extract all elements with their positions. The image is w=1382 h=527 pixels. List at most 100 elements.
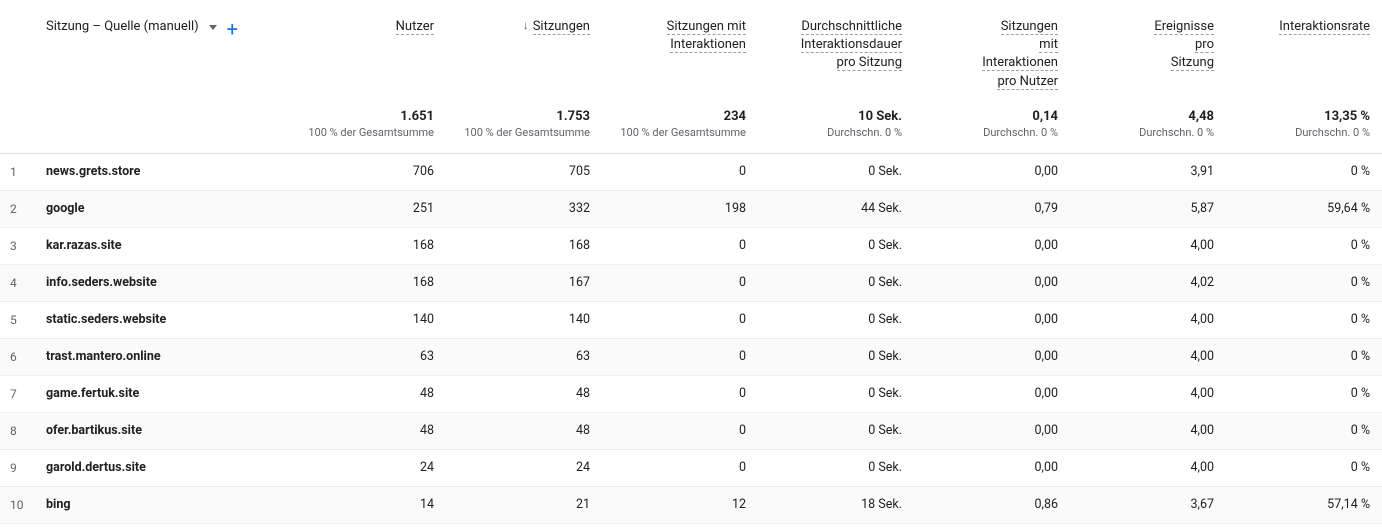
metric-header-word: Sitzungen [1001, 19, 1058, 35]
row-index: 7 [0, 375, 38, 412]
row-metric-eng_pu: 0,00 [914, 338, 1070, 375]
row-metric-users: 14 [290, 486, 446, 523]
row-metric-ev_ps: 4,00 [1070, 227, 1226, 264]
row-dimension-value[interactable]: info.seders.website [38, 264, 290, 301]
row-index: 10 [0, 486, 38, 523]
row-index: 8 [0, 412, 38, 449]
row-metric-users: 24 [290, 449, 446, 486]
row-metric-avg_dur: 0 Sek. [758, 227, 914, 264]
dimension-picker[interactable]: Sitzung – Quelle (manuell) [46, 18, 199, 36]
row-metric-users: 251 [290, 190, 446, 227]
chevron-down-icon[interactable] [209, 25, 217, 30]
row-metric-sess_eng: 198 [602, 190, 758, 227]
table-row[interactable]: 3kar.razas.site16816800 Sek.0,004,000 % [0, 227, 1382, 264]
summary-cell-eng_pu: 0,14Durchschn. 0 % [914, 99, 1070, 154]
analytics-table: Sitzung – Quelle (manuell) + Nutzer↓Sitz… [0, 0, 1382, 524]
summary-value: 10 Sek. [770, 109, 902, 124]
table-row[interactable]: 2google25133219844 Sek.0,795,8759,64 % [0, 190, 1382, 227]
summary-value: 234 [614, 109, 746, 124]
metric-header-word: Interaktionen [670, 37, 746, 53]
metric-header-users[interactable]: Nutzer [290, 0, 446, 99]
row-dimension-value[interactable]: ofer.bartikus.site [38, 412, 290, 449]
row-metric-ev_ps: 4,00 [1070, 412, 1226, 449]
table-header-row: Sitzung – Quelle (manuell) + Nutzer↓Sitz… [0, 0, 1382, 99]
metric-header-avg_dur[interactable]: Durchschnittliche Interaktionsdauer pro Si… [758, 0, 914, 99]
row-dimension-value[interactable]: google [38, 190, 290, 227]
row-dimension-value[interactable]: game.fertuk.site [38, 375, 290, 412]
row-index: 2 [0, 190, 38, 227]
sort-descending-icon: ↓ [523, 17, 529, 34]
row-metric-users: 48 [290, 412, 446, 449]
row-metric-sess_eng: 0 [602, 412, 758, 449]
summary-subtext: Durchschn. 0 % [1082, 126, 1214, 139]
summary-index-spacer [0, 99, 38, 154]
row-metric-sess: 48 [446, 375, 602, 412]
header-index-spacer [0, 0, 38, 99]
row-metric-sess: 167 [446, 264, 602, 301]
row-metric-avg_dur: 0 Sek. [758, 412, 914, 449]
row-metric-eng_rate: 57,14 % [1226, 486, 1382, 523]
metric-header-word: Interaktionsdauer [801, 37, 902, 53]
row-metric-eng_pu: 0,00 [914, 153, 1070, 190]
table-row[interactable]: 10bing14211218 Sek.0,863,6757,14 % [0, 486, 1382, 523]
metric-header-eng_rate[interactable]: Interaktionsrate [1226, 0, 1382, 99]
summary-value: 1.753 [458, 109, 590, 124]
row-index: 6 [0, 338, 38, 375]
row-metric-sess_eng: 12 [602, 486, 758, 523]
metric-header-word: pro Sitzung [837, 55, 902, 71]
row-metric-sess: 332 [446, 190, 602, 227]
row-dimension-value[interactable]: static.seders.website [38, 301, 290, 338]
row-metric-ev_ps: 4,00 [1070, 375, 1226, 412]
table-row[interactable]: 4info.seders.website16816700 Sek.0,004,0… [0, 264, 1382, 301]
row-dimension-value[interactable]: garold.dertus.site [38, 449, 290, 486]
row-metric-avg_dur: 0 Sek. [758, 264, 914, 301]
row-dimension-value[interactable]: trast.mantero.online [38, 338, 290, 375]
row-metric-avg_dur: 0 Sek. [758, 375, 914, 412]
row-metric-eng_rate: 0 % [1226, 301, 1382, 338]
summary-subtext: Durchschn. 0 % [770, 126, 902, 139]
summary-value: 1.651 [302, 109, 434, 124]
metric-header-word: pro Nutzer [997, 74, 1058, 90]
row-index: 4 [0, 264, 38, 301]
row-dimension-value[interactable]: kar.razas.site [38, 227, 290, 264]
metric-header-word: Durchschnittliche [801, 19, 902, 35]
row-metric-users: 706 [290, 153, 446, 190]
table-row[interactable]: 8ofer.bartikus.site484800 Sek.0,004,000 … [0, 412, 1382, 449]
table-row[interactable]: 1news.grets.store70670500 Sek.0,003,910 … [0, 153, 1382, 190]
table-row[interactable]: 5static.seders.website14014000 Sek.0,004… [0, 301, 1382, 338]
row-metric-sess: 48 [446, 412, 602, 449]
metric-header-sess_eng[interactable]: Sitzungen mit Interaktionen [602, 0, 758, 99]
row-metric-sess_eng: 0 [602, 338, 758, 375]
row-metric-sess_eng: 0 [602, 227, 758, 264]
summary-cell-ev_ps: 4,48 Durchschn. 0 % [1070, 99, 1226, 154]
metric-header-sess[interactable]: ↓Sitzungen [446, 0, 602, 99]
row-metric-sess_eng: 0 [602, 301, 758, 338]
row-metric-eng_rate: 0 % [1226, 449, 1382, 486]
metric-header-ev_ps[interactable]: EreignisseproSitzung [1070, 0, 1226, 99]
row-metric-eng_pu: 0,00 [914, 227, 1070, 264]
metric-header-word: Ereignisse [1154, 19, 1214, 35]
metric-header-word: Interaktionen [982, 55, 1058, 71]
row-metric-users: 48 [290, 375, 446, 412]
table-row[interactable]: 9garold.dertus.site242400 Sek.0,004,000 … [0, 449, 1382, 486]
metric-header-eng_pu[interactable]: SitzungenmitInteraktionenpro Nutzer [914, 0, 1070, 99]
summary-cell-sess: 1.753100 % der Gesamtsumme [446, 99, 602, 154]
row-dimension-value[interactable]: news.grets.store [38, 153, 290, 190]
row-metric-eng_pu: 0,79 [914, 190, 1070, 227]
metric-header-word: pro [1195, 37, 1214, 53]
summary-dim-spacer [38, 99, 290, 154]
row-metric-eng_pu: 0,00 [914, 301, 1070, 338]
summary-value: 4,48 [1082, 109, 1214, 124]
row-dimension-value[interactable]: bing [38, 486, 290, 523]
row-metric-ev_ps: 3,67 [1070, 486, 1226, 523]
row-metric-eng_rate: 0 % [1226, 412, 1382, 449]
table-row[interactable]: 7game.fertuk.site484800 Sek.0,004,000 % [0, 375, 1382, 412]
row-metric-sess: 705 [446, 153, 602, 190]
metric-header-word: Sitzungen mit [667, 19, 746, 35]
table-row[interactable]: 6trast.mantero.online636300 Sek.0,004,00… [0, 338, 1382, 375]
row-metric-ev_ps: 4,00 [1070, 338, 1226, 375]
row-metric-sess: 24 [446, 449, 602, 486]
row-metric-avg_dur: 0 Sek. [758, 301, 914, 338]
row-metric-sess: 168 [446, 227, 602, 264]
row-metric-users: 63 [290, 338, 446, 375]
